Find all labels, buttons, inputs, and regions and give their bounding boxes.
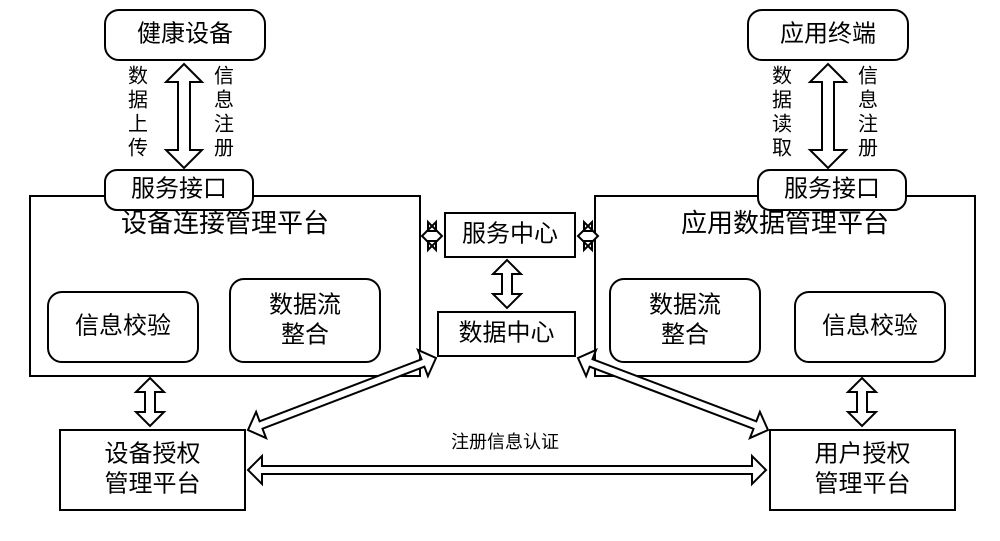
svg-text:健康设备: 健康设备 xyxy=(137,21,233,48)
svg-text:信息校验: 信息校验 xyxy=(75,313,171,340)
svg-text:据: 据 xyxy=(128,89,148,112)
svg-text:读: 读 xyxy=(772,113,792,136)
svg-text:据: 据 xyxy=(772,89,792,112)
svg-text:取: 取 xyxy=(772,138,792,160)
svg-text:设备连接管理平台: 设备连接管理平台 xyxy=(121,209,329,238)
svg-text:息: 息 xyxy=(214,89,234,112)
svg-text:数据中心: 数据中心 xyxy=(459,320,555,347)
svg-text:管理平台: 管理平台 xyxy=(105,471,201,498)
svg-text:管理平台: 管理平台 xyxy=(815,471,911,498)
svg-text:数据流: 数据流 xyxy=(649,292,721,319)
svg-text:数: 数 xyxy=(128,65,148,88)
svg-text:数: 数 xyxy=(772,65,792,88)
svg-text:用户授权: 用户授权 xyxy=(815,441,911,468)
svg-text:册: 册 xyxy=(214,138,234,160)
svg-text:服务中心: 服务中心 xyxy=(462,221,558,248)
svg-text:数据流: 数据流 xyxy=(269,292,341,319)
svg-text:册: 册 xyxy=(858,138,878,160)
svg-text:信息校验: 信息校验 xyxy=(822,313,918,340)
svg-text:整合: 整合 xyxy=(281,322,329,349)
svg-text:注: 注 xyxy=(858,113,878,136)
svg-text:设备授权: 设备授权 xyxy=(105,441,201,468)
svg-text:注册信息认证: 注册信息认证 xyxy=(451,432,559,452)
architecture-diagram: 设备连接管理平台 应用数据管理平台 服务中心数据中心设备授权管理平台 用户授权管理平台… xyxy=(0,0,1000,541)
svg-text:整合: 整合 xyxy=(661,322,709,349)
svg-text:服务接口: 服务接口 xyxy=(784,176,880,203)
svg-text:应用数据管理平台: 应用数据管理平台 xyxy=(681,209,889,238)
svg-text:信: 信 xyxy=(858,65,878,88)
svg-text:传: 传 xyxy=(128,137,148,160)
svg-text:上: 上 xyxy=(128,113,148,136)
svg-text:服务接口: 服务接口 xyxy=(131,176,227,203)
svg-text:息: 息 xyxy=(858,89,878,112)
svg-text:应用终端: 应用终端 xyxy=(780,21,876,48)
svg-text:注: 注 xyxy=(214,113,234,136)
svg-text:信: 信 xyxy=(214,65,234,88)
